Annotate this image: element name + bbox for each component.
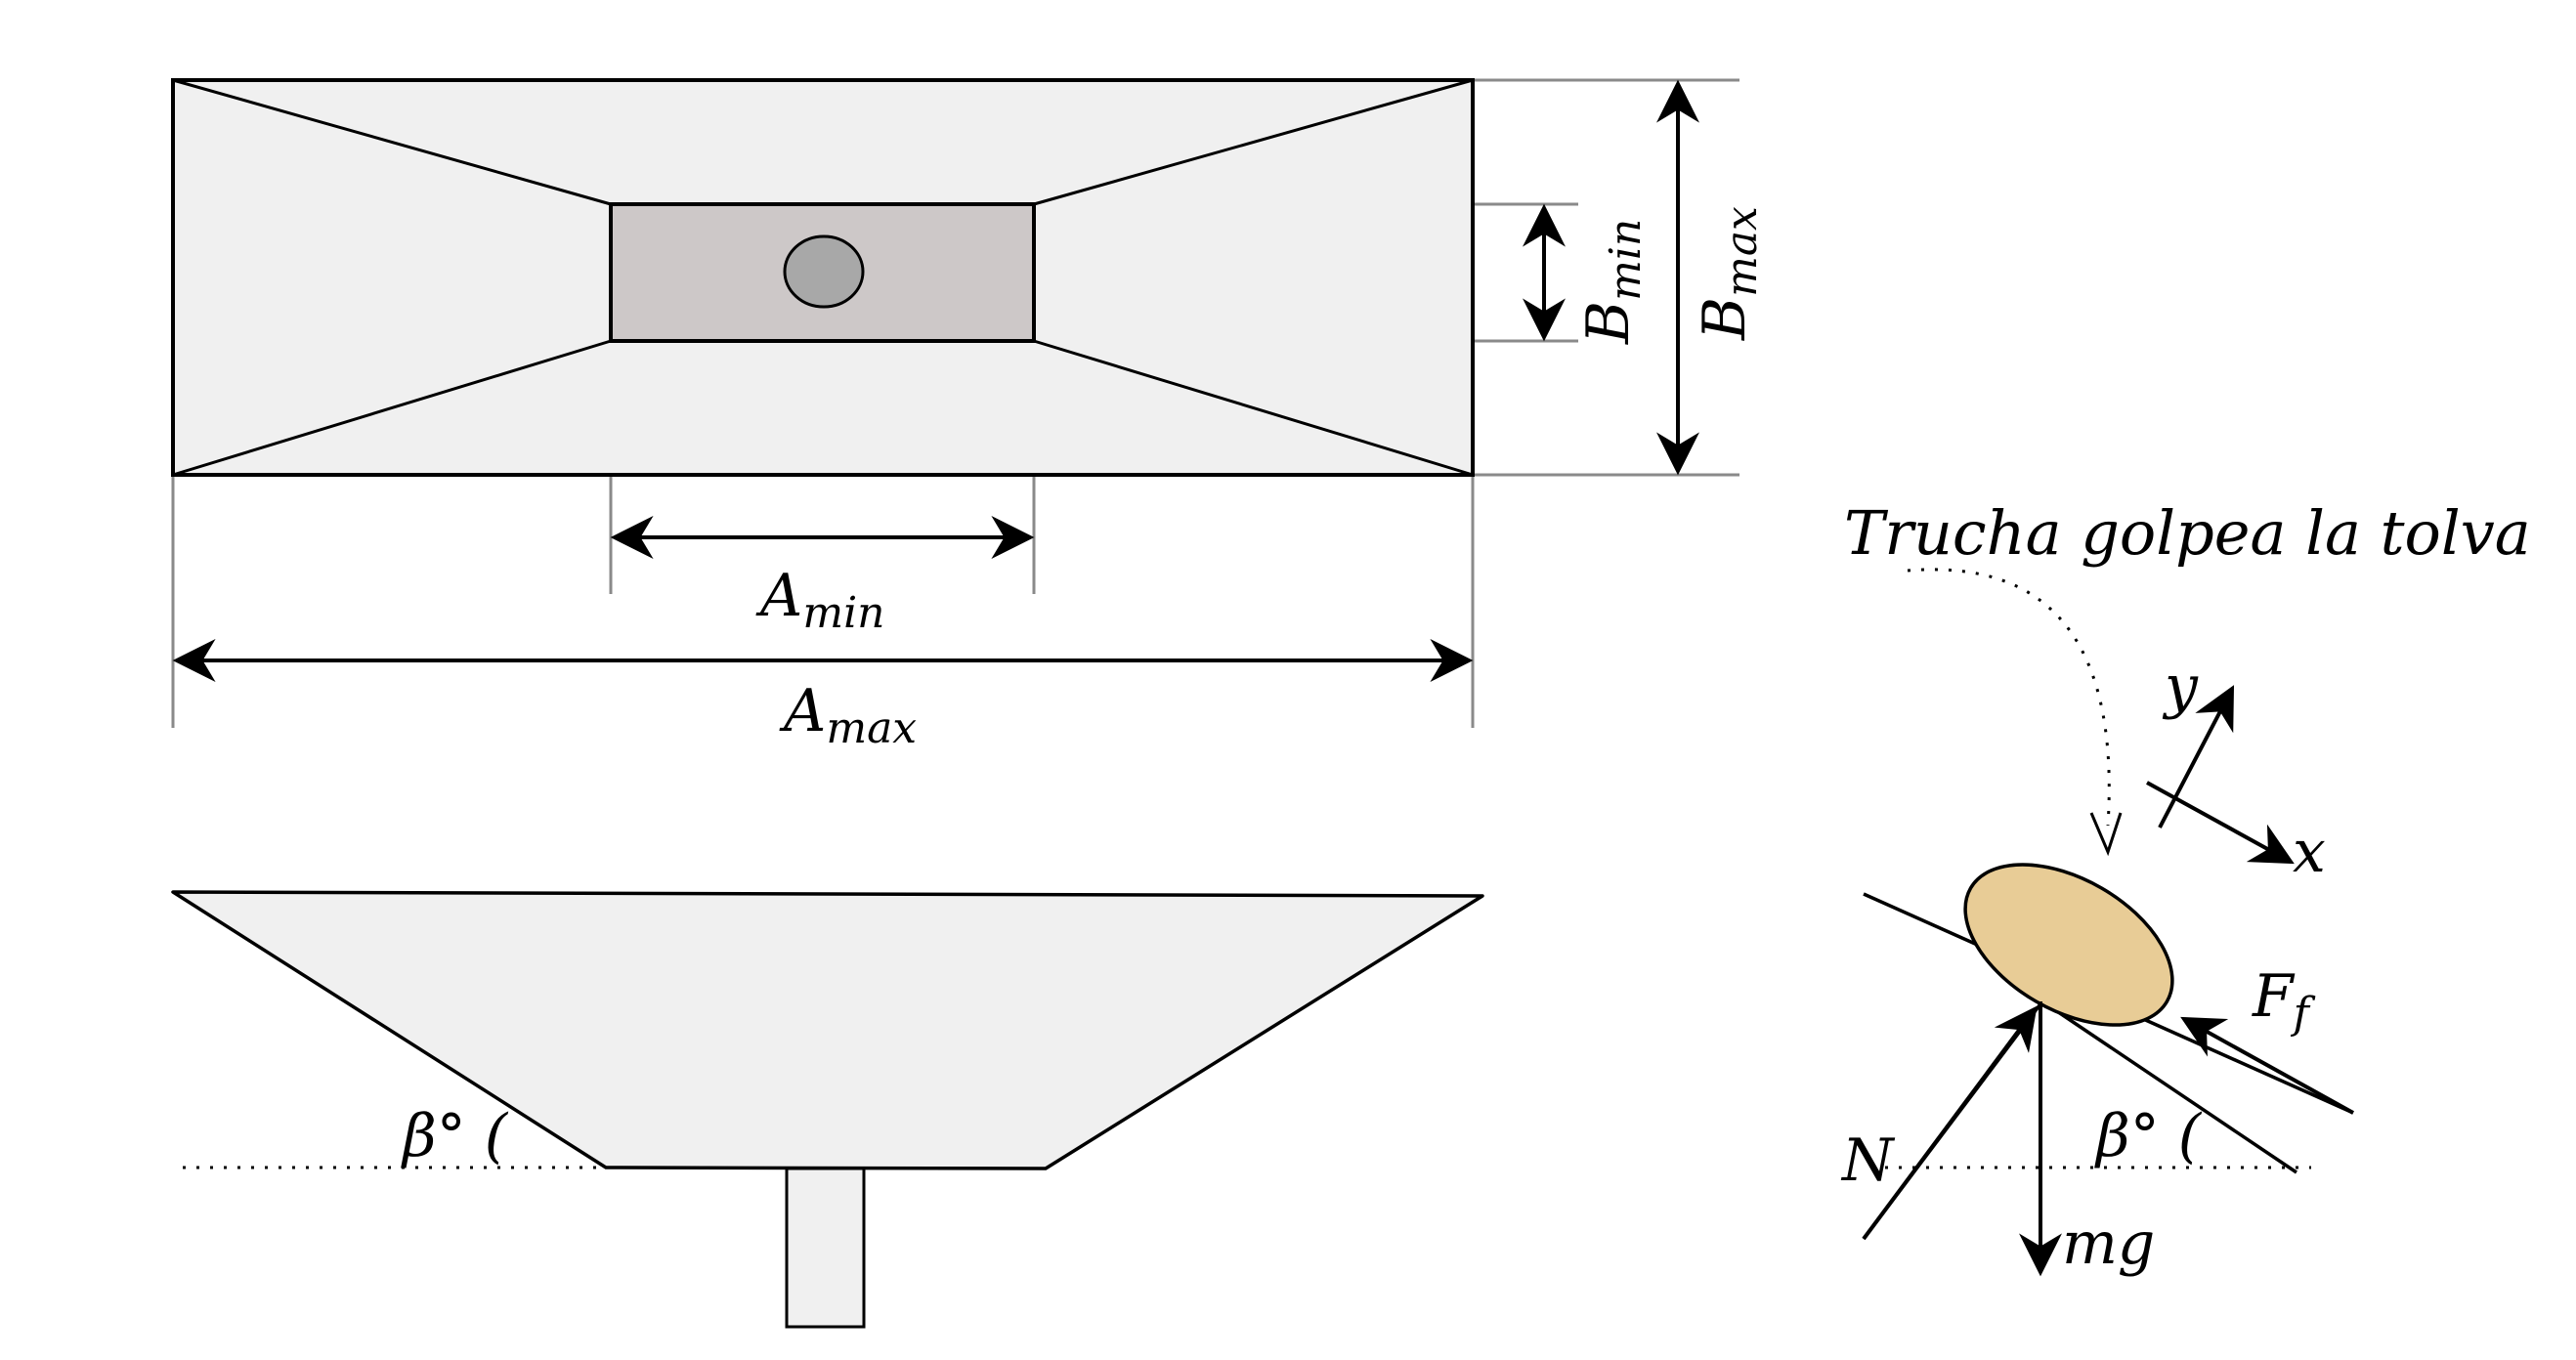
friction-force-label: Ff xyxy=(2252,962,2316,1039)
annotation-label: Trucha golpea la tolva xyxy=(1844,497,2531,569)
normal-force-label: N xyxy=(1840,1126,1896,1195)
b-max-label: Bmax xyxy=(1691,206,1767,341)
friction-force-arrow xyxy=(2180,1016,2354,1115)
outlet-hole xyxy=(783,234,865,309)
y-axis-arrow xyxy=(2158,685,2235,829)
x-axis-arrow xyxy=(2146,781,2295,865)
x-axis-label: x xyxy=(2293,818,2326,886)
a-min-label: Amin xyxy=(755,562,884,638)
beta-angle-label-fbd: β° ( xyxy=(2094,1102,2203,1170)
y-axis-label: y xyxy=(2162,653,2199,721)
normal-force-arrow xyxy=(1862,1005,2038,1241)
weight-force-label: mg xyxy=(2062,1210,2155,1278)
trout-body xyxy=(1963,863,2174,1027)
a-max-label: Amax xyxy=(779,677,917,753)
inclined-surface-lower-right xyxy=(2041,999,2297,1174)
annotation-pointer xyxy=(1907,568,2111,827)
hopper-side-profile xyxy=(171,890,1484,1170)
annotation-pointer-tip xyxy=(2089,812,2123,857)
beta-angle-label-side: β° ( xyxy=(401,1102,509,1170)
top-view: Amin Amax Bmin Bmax xyxy=(171,78,1767,753)
b-min-label: Bmin xyxy=(1574,219,1651,345)
free-body-diagram: Trucha golpea la tolva y x N Ff mg β° ( xyxy=(1840,497,2531,1278)
outlet-pipe xyxy=(785,1167,866,1329)
side-view: β° ( xyxy=(171,890,1484,1329)
hopper-edge-lines xyxy=(172,78,1474,477)
